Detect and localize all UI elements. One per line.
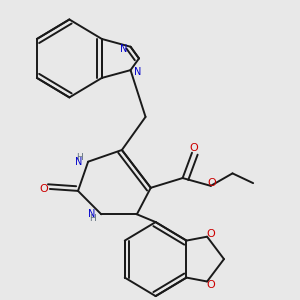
Text: O: O (206, 229, 215, 238)
Text: O: O (40, 184, 49, 194)
Text: H: H (76, 152, 83, 161)
Text: N: N (120, 44, 127, 54)
Text: O: O (208, 178, 217, 188)
Text: H: H (90, 214, 96, 224)
Text: N: N (134, 67, 141, 77)
Text: O: O (190, 143, 198, 153)
Text: O: O (206, 280, 215, 290)
Text: N: N (88, 209, 96, 219)
Text: N: N (75, 157, 82, 167)
